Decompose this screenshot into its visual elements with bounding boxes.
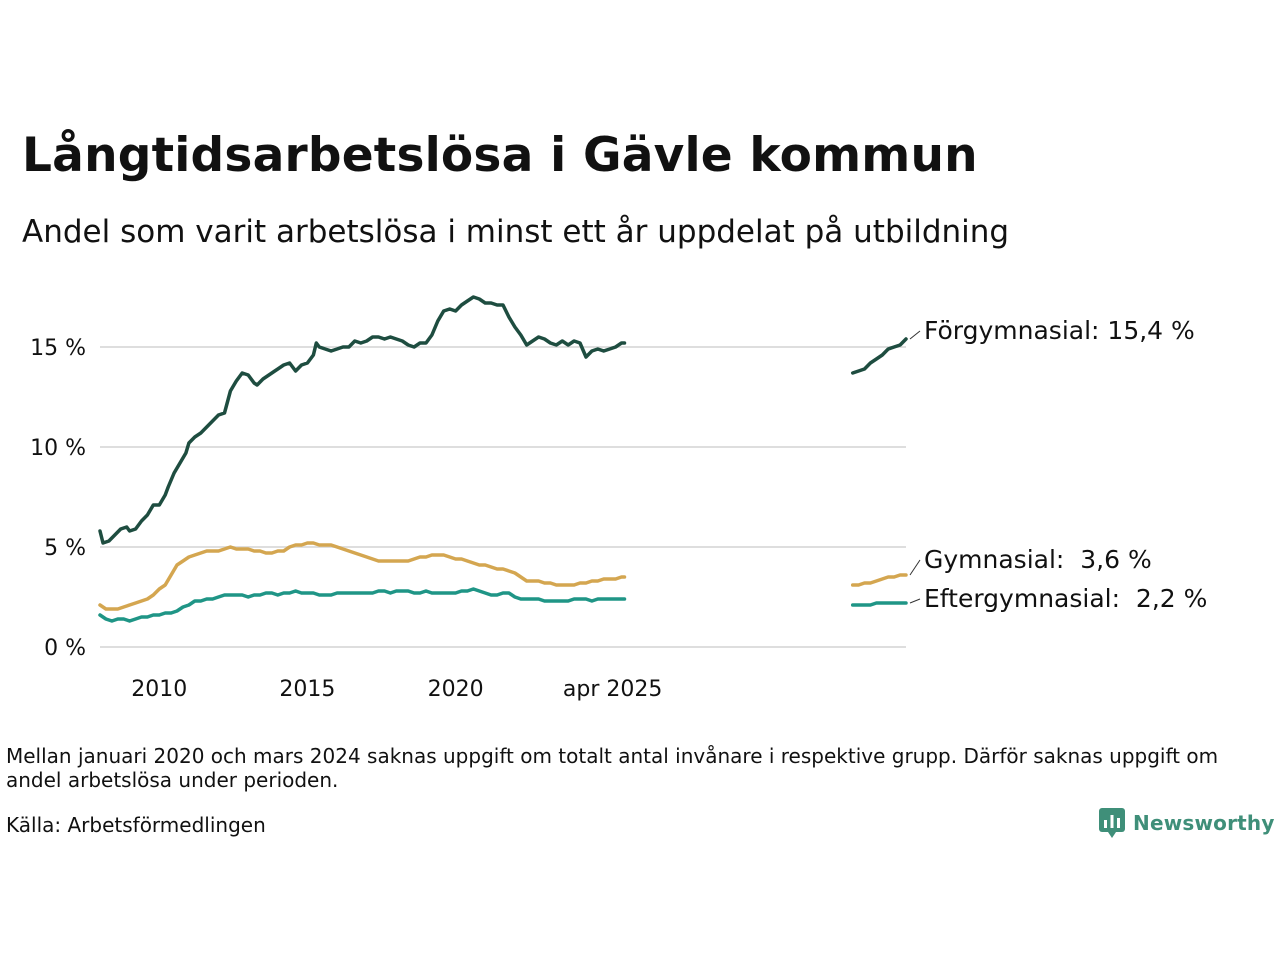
series-lines [98,295,908,623]
label-connector [909,559,921,576]
series-line [98,541,627,611]
label-connector [909,598,921,604]
label-connector [909,330,921,340]
x-axis: 2010 2015 2020 apr 2025 [131,677,662,702]
series-line [850,601,908,607]
brand-logo: Newsworthy [1099,808,1275,838]
series-end-label: Eftergymnasial: 2,2 % [924,584,1207,613]
series-line [98,587,627,623]
x-tick-label: 2010 [131,677,187,702]
y-tick-label: 15 % [30,336,86,361]
x-tick-label: 2015 [279,677,335,702]
y-axis: 0 % 5 % 10 % 15 % [30,336,86,661]
line-chart: 0 % 5 % 10 % 15 % 2010 2015 2020 apr 2025 Förg… [30,295,1207,702]
grid-lines [100,346,906,648]
chart-subtitle: Andel som varit arbetslösa i minst ett å… [22,214,1010,250]
x-tick-label: apr 2025 [563,677,662,702]
y-tick-label: 10 % [30,436,86,461]
series-line [98,295,627,545]
series-line [850,573,908,587]
source-note: Källa: Arbetsförmedlingen [6,813,266,837]
x-tick-label: 2020 [428,677,484,702]
y-tick-label: 0 % [44,636,86,661]
series-line [850,337,908,375]
y-tick-label: 5 % [44,536,86,561]
series-end-label: Förgymnasial: 15,4 % [924,316,1195,345]
series-end-label: Gymnasial: 3,6 % [924,545,1152,574]
footnote: Mellan januari 2020 och mars 2024 saknas… [6,744,1219,792]
brand-name: Newsworthy [1133,811,1275,835]
bar-chart-speech-bubble-icon [1099,808,1125,838]
chart-title: Långtidsarbetslösa i Gävle kommun [22,128,978,183]
end-labels: Förgymnasial: 15,4 % Gymnasial: 3,6 % Efte… [909,316,1207,613]
